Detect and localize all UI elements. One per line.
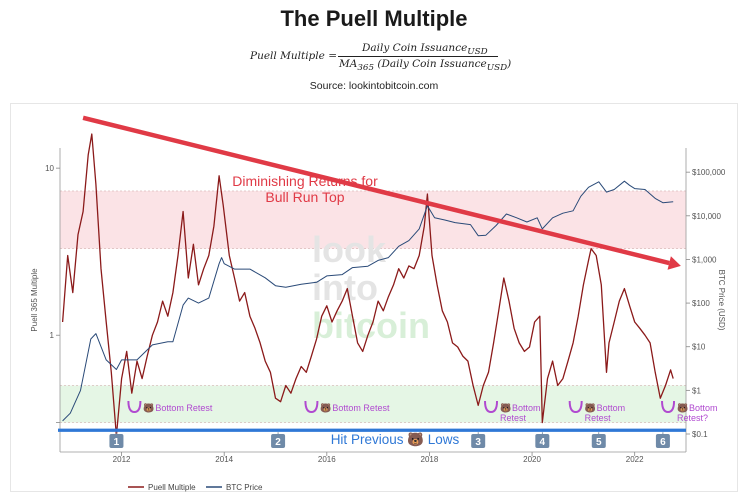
bottom-retest-label: Retest [585, 413, 612, 423]
bear-emoji: 🐻 [677, 402, 688, 413]
cycle-marker-label: 6 [660, 437, 666, 448]
cycle-marker-box [655, 434, 670, 448]
trend-arrow-head [667, 256, 681, 270]
bottom-retest-label: Retest? [677, 413, 708, 423]
source-text: Source: lookintobitcoin.com [309, 80, 439, 92]
cycle-marker-box [591, 434, 606, 448]
trend-annotation-text: Diminishing Returns for [232, 173, 378, 189]
cycle-marker-label: 3 [475, 437, 481, 448]
left-tick-label: 1 [50, 331, 55, 340]
red-band [60, 190, 686, 249]
x-tick-label: 2014 [215, 455, 233, 464]
cycle-marker-label: 4 [540, 437, 546, 448]
x-tick-label: 2020 [523, 455, 541, 464]
btc-price-line [62, 180, 674, 422]
x-tick-label: 2018 [421, 455, 439, 464]
bottom-retest-curve [484, 400, 499, 414]
bottom-retest-label: Bottom [689, 403, 718, 413]
trend-annotation-text: Bull Run Top [265, 189, 344, 205]
bottom-retest-label: Bottom Retest [332, 403, 390, 413]
bottom-retest-label: Bottom Retest [155, 403, 213, 413]
cycle-marker-label: 1 [114, 437, 120, 448]
bear-emoji: 🐻 [585, 402, 596, 413]
bottom-retest-label: Bottom [597, 403, 626, 413]
cycle-marker-box [535, 434, 550, 448]
right-tick-label: $100,000 [692, 168, 726, 177]
x-tick-label: 2022 [626, 455, 644, 464]
right-tick-label: $1,000 [692, 255, 717, 264]
left-tick-label: 10 [45, 164, 54, 173]
chart-frame [10, 103, 738, 492]
bottom-retest-curve [304, 400, 319, 414]
formula-numerator: Daily Coin IssuanceUSD [362, 42, 488, 58]
bottom-retest-label: Retest [500, 413, 527, 423]
right-tick-label: $1 [692, 386, 701, 395]
puell-multiple-line [61, 133, 674, 437]
legend-label: BTC Price [226, 483, 263, 492]
previous-lows-label: Hit Previous 🐻 Lows [331, 431, 460, 447]
x-tick-label: 2016 [318, 455, 336, 464]
left-axis-title: Puell 365 Multiple [30, 268, 39, 332]
trend-arrow-shaft [82, 115, 670, 266]
right-tick-label: $0.1 [692, 430, 708, 439]
bottom-retest-label: Bottom [512, 403, 541, 413]
watermark-word: look [312, 229, 387, 270]
cycle-marker-box [271, 434, 286, 448]
watermark-word: into [312, 267, 378, 308]
bottom-retest-curve [661, 400, 676, 414]
right-tick-label: $10,000 [692, 212, 721, 221]
bottom-retest-curve [568, 400, 583, 414]
bear-emoji: 🐻 [500, 402, 511, 413]
formula-denominator: MA365 (Daily Coin IssuanceUSD) [339, 58, 512, 74]
formula-fraction-bar [338, 56, 498, 57]
x-tick-label: 2012 [113, 455, 131, 464]
cycle-marker-box [471, 434, 486, 448]
cycle-marker-box [109, 434, 124, 448]
puell-formula: Puell Multiple = Daily Coin IssuanceUSD … [0, 42, 748, 74]
bear-emoji: 🐻 [143, 402, 154, 413]
cycle-marker-label: 5 [596, 437, 602, 448]
page-title: The Puell Multiple [280, 6, 468, 31]
right-axis-title: BTC Price (USD) [717, 270, 726, 331]
bear-emoji: 🐻 [320, 402, 331, 413]
right-tick-label: $10 [692, 343, 706, 352]
formula-lhs: Puell Multiple = [250, 50, 337, 62]
legend-label: Puell Multiple [148, 483, 196, 492]
cycle-marker-label: 2 [275, 437, 281, 448]
bottom-retest-curve [127, 400, 142, 414]
right-tick-label: $100 [692, 299, 710, 308]
